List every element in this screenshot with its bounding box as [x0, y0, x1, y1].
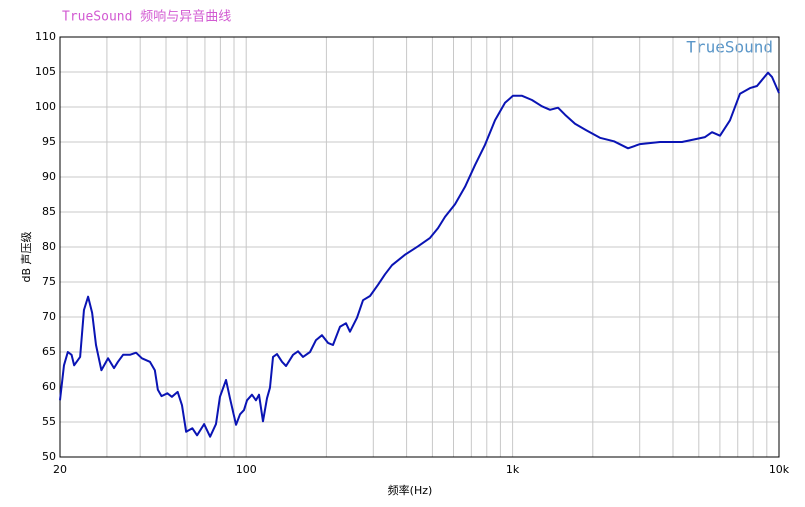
x-tick-label: 100: [236, 463, 257, 476]
y-tick-label: 60: [42, 380, 56, 393]
y-axis-label: dB 声压级: [19, 231, 33, 282]
x-tick-label: 10k: [769, 463, 790, 476]
y-tick-label: 65: [42, 345, 56, 358]
watermark: TrueSound: [686, 38, 773, 57]
y-tick-label: 105: [35, 65, 56, 78]
y-tick-label: 50: [42, 450, 56, 463]
y-tick-label: 95: [42, 135, 56, 148]
y-tick-label: 80: [42, 240, 56, 253]
x-axis-label: 频率(Hz): [388, 483, 433, 497]
line-series: [59, 71, 780, 438]
x-tick-label: 20: [53, 463, 67, 476]
x-tick-label: 1k: [506, 463, 520, 476]
y-tick-label: 75: [42, 275, 56, 288]
y-tick-label: 85: [42, 205, 56, 218]
y-tick-label: 100: [35, 100, 56, 113]
y-tick-label: 110: [35, 30, 56, 43]
chart-title: TrueSound 频响与异音曲线: [62, 9, 231, 25]
y-tick-label: 90: [42, 170, 56, 183]
y-tick-label: 70: [42, 310, 56, 323]
y-tick-label: 55: [42, 415, 56, 428]
plot-border: [59, 36, 780, 458]
